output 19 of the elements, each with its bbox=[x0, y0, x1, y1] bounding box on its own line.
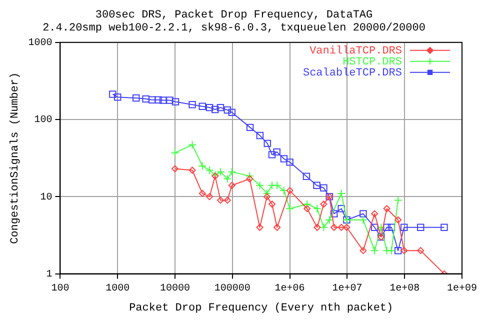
x-tick-label: 1e+08 bbox=[390, 283, 420, 294]
chart-title: 300sec DRS, Packet Drop Frequency, DataTAG bbox=[95, 10, 373, 22]
y-tick-label: 1000 bbox=[28, 38, 52, 50]
legend-label: HSTCP.DRS bbox=[342, 56, 402, 68]
x-tick-label: 1e+07 bbox=[332, 283, 362, 294]
x-tick-label: 1e+06 bbox=[274, 283, 305, 294]
legend-label: ScalableTCP.DRS bbox=[302, 67, 402, 80]
x-axis-title: Packet Drop Frequency (Every nth packet) bbox=[129, 302, 394, 314]
x-tick-label: 100 bbox=[51, 283, 70, 294]
y-axis-title: CongestionSignals (Number) bbox=[10, 72, 22, 244]
x-tick-label: 100000 bbox=[214, 283, 250, 294]
x-tick-label: 10000 bbox=[160, 283, 190, 294]
legend-label: VanillaTCP.DRS bbox=[310, 45, 402, 58]
x-tick-label: 1000 bbox=[106, 283, 130, 294]
chart-subtitle: 2.4.20smp web100-2.2.1, sk98-6.0.3, txqueuelen 20000/20000 bbox=[42, 22, 426, 35]
y-tick-label: 100 bbox=[34, 115, 52, 126]
x-tick-label: 1e+09 bbox=[446, 283, 478, 294]
y-tick-label: 10 bbox=[40, 192, 52, 204]
y-tick-label: 1 bbox=[46, 269, 52, 280]
